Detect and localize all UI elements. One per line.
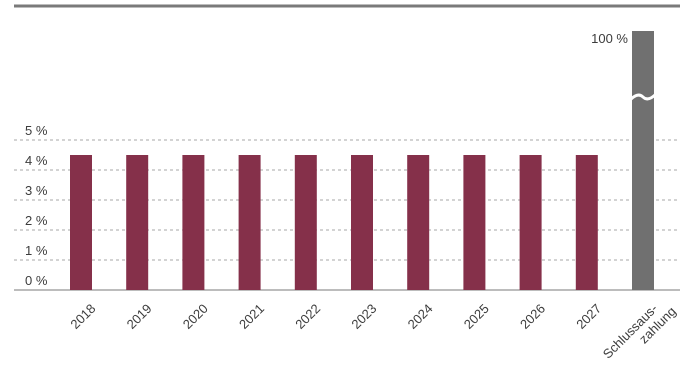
x-tick-label: Schlussaus-zahlung bbox=[600, 293, 679, 371]
y-tick-label: 3 % bbox=[25, 183, 48, 198]
y-tick-label: 5 % bbox=[25, 123, 48, 138]
y-tick-label: 2 % bbox=[25, 213, 48, 228]
x-tick-label: 2023 bbox=[348, 301, 379, 332]
x-tick-label: 2020 bbox=[180, 301, 211, 332]
bar-2024 bbox=[407, 155, 430, 290]
x-tick-label: 2021 bbox=[236, 301, 267, 332]
bar-2021 bbox=[238, 155, 261, 290]
bar-2018 bbox=[70, 155, 92, 290]
value-label: 100 % bbox=[591, 31, 628, 46]
bar-final-repayment bbox=[632, 31, 654, 290]
x-tick-label: 2022 bbox=[292, 301, 323, 332]
x-tick-label: 2024 bbox=[405, 301, 436, 332]
bar-2020 bbox=[182, 155, 205, 290]
bar-2026 bbox=[519, 155, 542, 290]
bar-2023 bbox=[351, 155, 373, 290]
bar-2022 bbox=[294, 155, 317, 290]
axis-break-icon bbox=[628, 92, 658, 102]
bar-2019 bbox=[126, 155, 149, 290]
y-tick-label: 0 % bbox=[25, 273, 48, 288]
x-tick-label: 2025 bbox=[461, 301, 492, 332]
bar-2025 bbox=[463, 155, 486, 290]
bar-2027 bbox=[575, 155, 598, 290]
x-tick-label: 2019 bbox=[124, 301, 155, 332]
y-tick-label: 1 % bbox=[25, 243, 48, 258]
x-tick-label: 2018 bbox=[67, 301, 98, 332]
y-tick-label: 4 % bbox=[25, 153, 48, 168]
x-tick-label: 2027 bbox=[573, 301, 604, 332]
x-tick-label: 2026 bbox=[517, 301, 548, 332]
